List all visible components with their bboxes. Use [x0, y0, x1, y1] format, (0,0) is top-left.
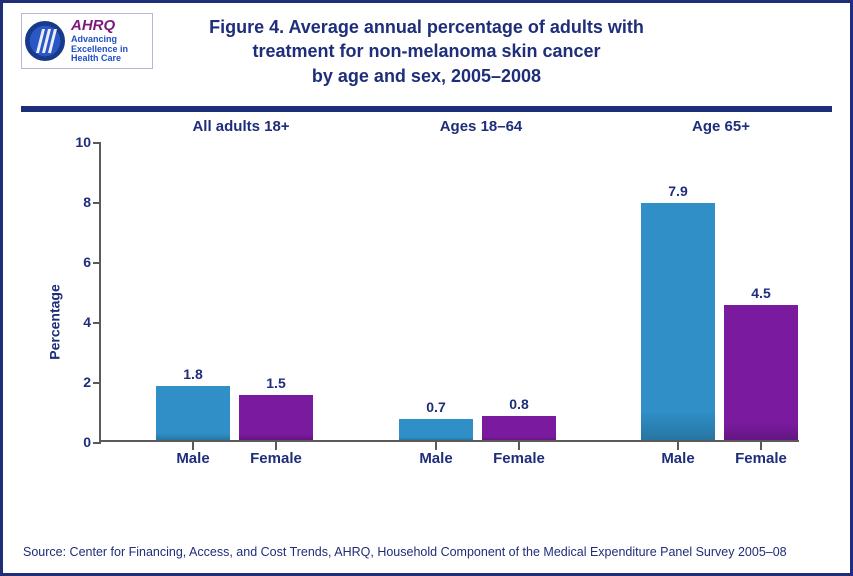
group-label: All adults 18+ [171, 118, 311, 135]
header: AHRQ Advancing Excellence in Health Care… [3, 3, 850, 102]
bar-male: 0.7 [399, 419, 473, 440]
bar-female: 0.8 [482, 416, 556, 440]
x-tick [518, 442, 520, 450]
bar-male: 7.9 [641, 203, 715, 440]
y-tick [93, 382, 101, 384]
bar-value-label: 0.8 [482, 396, 556, 412]
x-tick [677, 442, 679, 450]
bar-value-label: 7.9 [641, 183, 715, 199]
x-tick-label: Male [153, 450, 233, 467]
x-tick-label: Female [479, 450, 559, 467]
x-tick-label: Female [236, 450, 316, 467]
y-tick [93, 262, 101, 264]
y-tick-label: 8 [67, 194, 91, 210]
x-tick [760, 442, 762, 450]
y-axis-label: Percentage [47, 284, 63, 359]
bar-female: 1.5 [239, 395, 313, 440]
x-tick [275, 442, 277, 450]
divider [21, 106, 832, 112]
group-label: Ages 18–64 [411, 118, 551, 135]
bar-male: 1.8 [156, 386, 230, 440]
y-tick-label: 4 [67, 314, 91, 330]
y-tick [93, 322, 101, 324]
x-tick-label: Male [638, 450, 718, 467]
chart: Percentage 0246810All adults 18+1.8Male1… [63, 142, 810, 502]
group-label: Age 65+ [651, 118, 791, 135]
figure-title: Figure 4. Average annual percentage of a… [107, 15, 747, 88]
bar-value-label: 0.7 [399, 399, 473, 415]
logo-tagline: Advancing Excellence in Health Care [71, 35, 128, 63]
y-tick-label: 0 [67, 434, 91, 450]
plot-area: 0246810All adults 18+1.8Male1.5FemaleAge… [99, 142, 799, 442]
y-tick [93, 142, 101, 144]
x-tick-label: Female [721, 450, 801, 467]
bar-value-label: 1.5 [239, 375, 313, 391]
y-tick-label: 6 [67, 254, 91, 270]
logo-brand: AHRQ [71, 18, 128, 33]
x-tick-label: Male [396, 450, 476, 467]
hhs-seal-icon [25, 21, 65, 61]
logo-text: AHRQ Advancing Excellence in Health Care [71, 18, 128, 63]
x-tick [192, 442, 194, 450]
y-tick-label: 2 [67, 374, 91, 390]
bar-value-label: 1.8 [156, 366, 230, 382]
figure-frame: AHRQ Advancing Excellence in Health Care… [0, 0, 853, 576]
source-note: Source: Center for Financing, Access, an… [23, 545, 787, 559]
ahrq-logo: AHRQ Advancing Excellence in Health Care [21, 13, 153, 69]
y-tick-label: 10 [67, 134, 91, 150]
bar-value-label: 4.5 [724, 285, 798, 301]
x-tick [435, 442, 437, 450]
y-tick [93, 442, 101, 444]
bar-female: 4.5 [724, 305, 798, 440]
y-tick [93, 202, 101, 204]
